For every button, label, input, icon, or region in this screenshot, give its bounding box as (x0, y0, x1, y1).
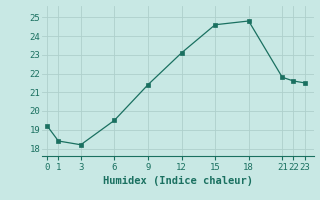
X-axis label: Humidex (Indice chaleur): Humidex (Indice chaleur) (103, 176, 252, 186)
